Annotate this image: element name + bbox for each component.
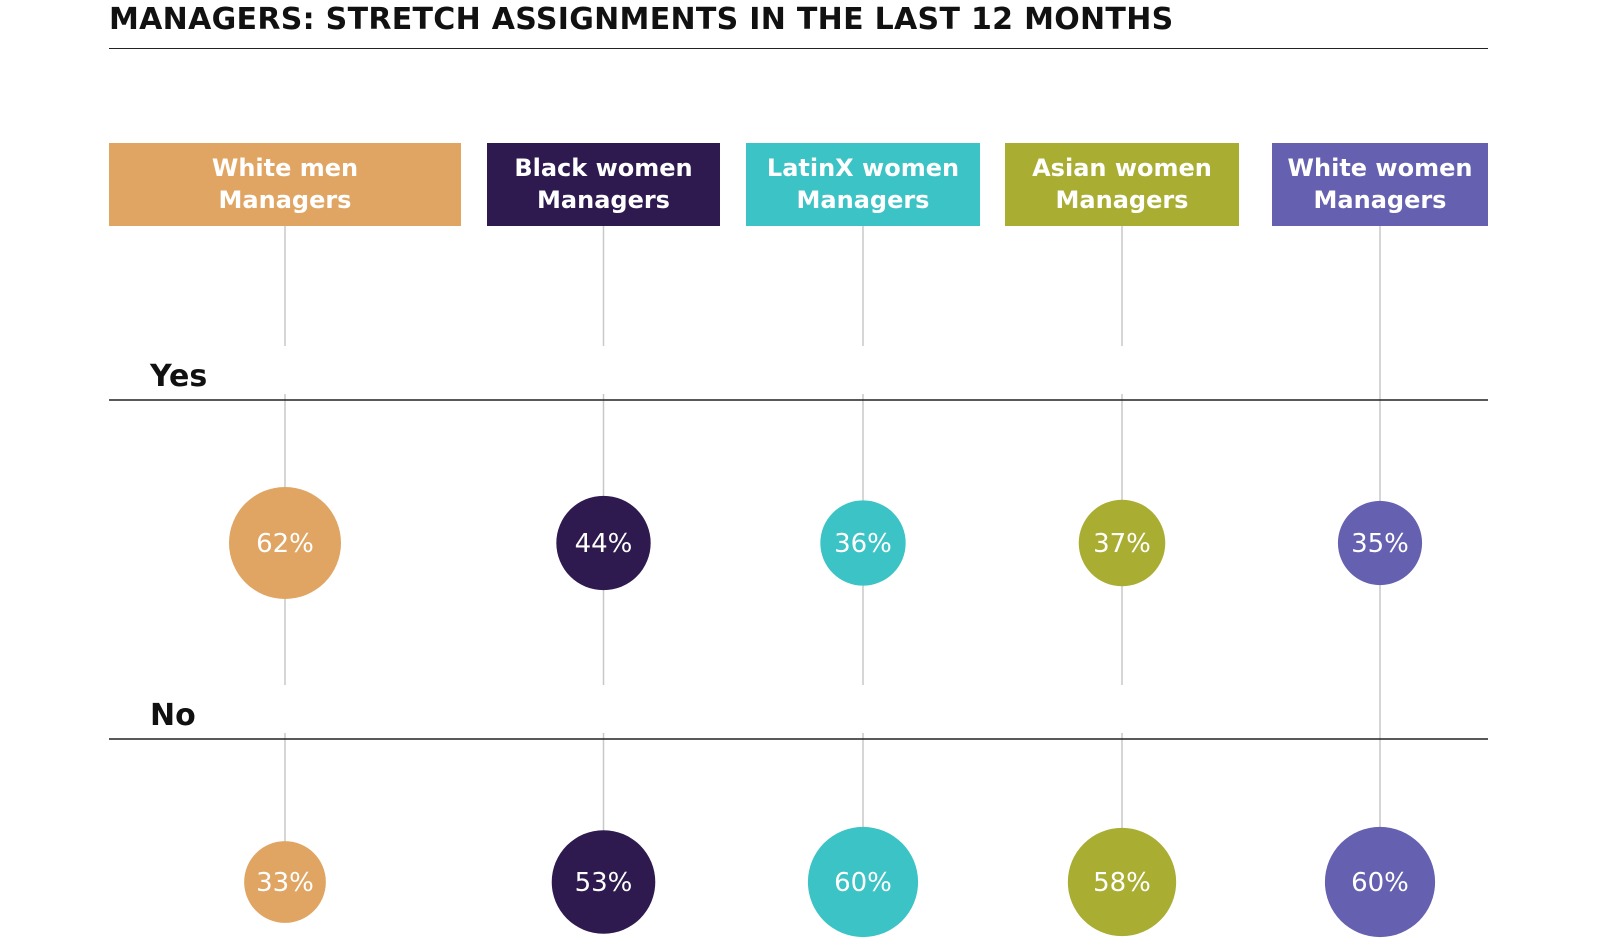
bubble-yes-white-women-managers — [1337, 500, 1423, 586]
bubble-no-black-women-managers — [551, 830, 656, 934]
value-label-yes-asian-women-managers: 37% — [1093, 529, 1151, 559]
header-label-white-men-managers-line2: Managers — [219, 186, 352, 214]
header-box-asian-women-managers — [1005, 143, 1239, 226]
value-label-yes-black-women-managers: 44% — [575, 529, 633, 559]
header-box-latinx-women-managers — [746, 143, 980, 226]
header-label-asian-women-managers-line1: Asian women — [1032, 154, 1212, 182]
bubble-no-latinx-women-managers — [807, 826, 919, 938]
value-label-yes-white-women-managers: 35% — [1351, 529, 1409, 559]
header-label-asian-women-managers-line2: Managers — [1056, 186, 1189, 214]
header-label-white-women-managers-line2: Managers — [1314, 186, 1447, 214]
bubble-yes-latinx-women-managers — [820, 500, 906, 586]
header-label-latinx-women-managers-line1: LatinX women — [767, 154, 959, 182]
row-bands: Yes No — [109, 359, 1488, 740]
header-box-white-women-managers — [1272, 143, 1488, 226]
header-box-white-men-managers — [109, 143, 461, 226]
value-label-no-asian-women-managers: 58% — [1093, 868, 1151, 898]
value-label-no-white-women-managers: 60% — [1351, 868, 1409, 898]
bubble-yes-black-women-managers — [556, 495, 651, 591]
value-label-yes-latinx-women-managers: 36% — [834, 529, 892, 559]
value-label-yes-white-men-managers: 62% — [256, 529, 314, 559]
row-label-yes: Yes — [149, 359, 207, 394]
bubble-no-asian-women-managers — [1067, 827, 1177, 937]
value-label-no-white-men-managers: 33% — [256, 868, 314, 898]
bubble-no-white-women-managers — [1324, 826, 1436, 938]
header-label-white-men-managers-line1: White men — [212, 154, 358, 182]
row-label-no: No — [150, 698, 196, 733]
header-label-black-women-managers-line1: Black women — [514, 154, 692, 182]
header-label-white-women-managers-line1: White women — [1288, 154, 1473, 182]
title-divider — [109, 48, 1488, 49]
category-headers: White men Managers Black women Managers Lati… — [109, 143, 1488, 226]
value-label-no-black-women-managers: 53% — [575, 868, 633, 898]
header-label-latinx-women-managers-line2: Managers — [797, 186, 930, 214]
bubble-yes-white-men-managers — [229, 487, 341, 599]
bubble-no-white-men-managers — [244, 841, 326, 923]
bubbles: 62% 33% 44% 53% 36% 60% 37% 58% 35% 60% — [229, 487, 1436, 938]
bubble-yes-asian-women-managers — [1078, 499, 1166, 587]
header-label-black-women-managers-line2: Managers — [537, 186, 670, 214]
chart-title: MANAGERS: STRETCH ASSIGNMENTS IN THE LAS… — [109, 2, 1174, 37]
header-box-black-women-managers — [487, 143, 720, 226]
value-label-no-latinx-women-managers: 60% — [834, 868, 892, 898]
